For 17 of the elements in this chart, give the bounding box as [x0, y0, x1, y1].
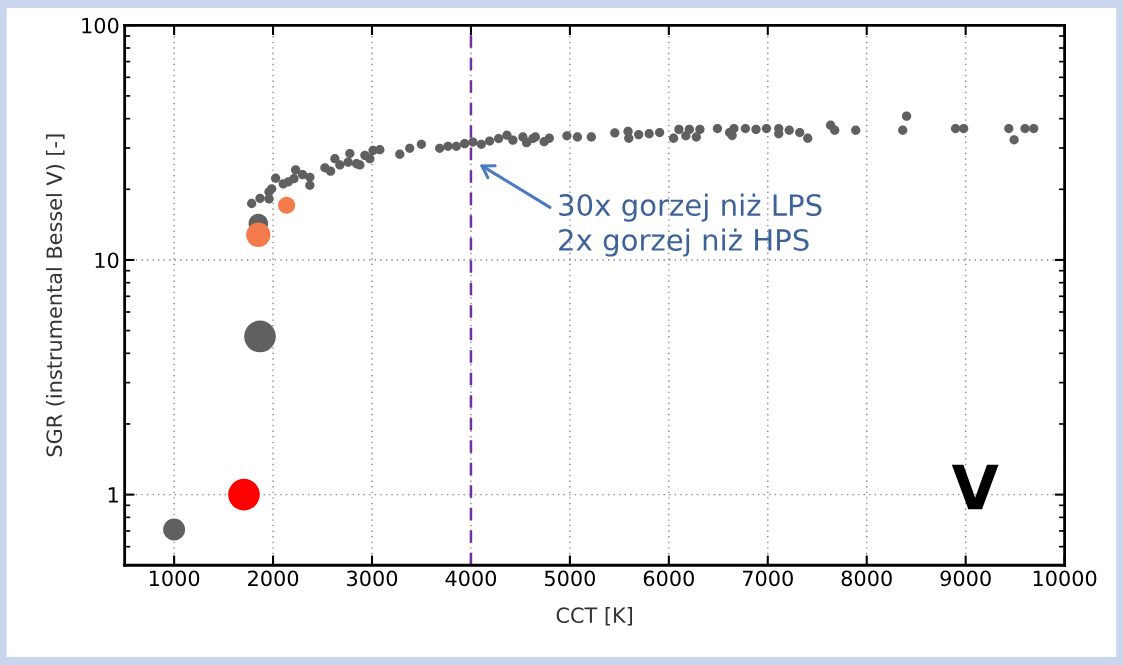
- x-tick-label: 6000: [643, 570, 694, 587]
- x-tick-label: 1000: [149, 570, 200, 587]
- x-tick-label: 5000: [544, 570, 596, 587]
- y-tick-label: 1: [108, 487, 118, 503]
- x-tick-label: 3000: [347, 570, 398, 587]
- y-tick-label: 100: [82, 17, 119, 34]
- x-tick-label: 4000: [445, 570, 497, 587]
- x-tick-label: 8000: [841, 570, 892, 587]
- x-tick-label: 7000: [742, 570, 793, 587]
- y-tick-label: 10: [95, 252, 119, 269]
- y-axis-title: SGR (instrumental Bessel V) [-]: [45, 134, 65, 457]
- x-tick-label: 9000: [940, 570, 991, 587]
- x-tick-label: 2000: [248, 570, 299, 587]
- annotation: V: [951, 464, 999, 510]
- annotation: 30x gorzej niż LPS 2x gorzej niż HPS: [559, 193, 822, 257]
- x-tick-label: 10000: [1033, 570, 1097, 587]
- x-axis-title: CCT [K]: [556, 606, 633, 626]
